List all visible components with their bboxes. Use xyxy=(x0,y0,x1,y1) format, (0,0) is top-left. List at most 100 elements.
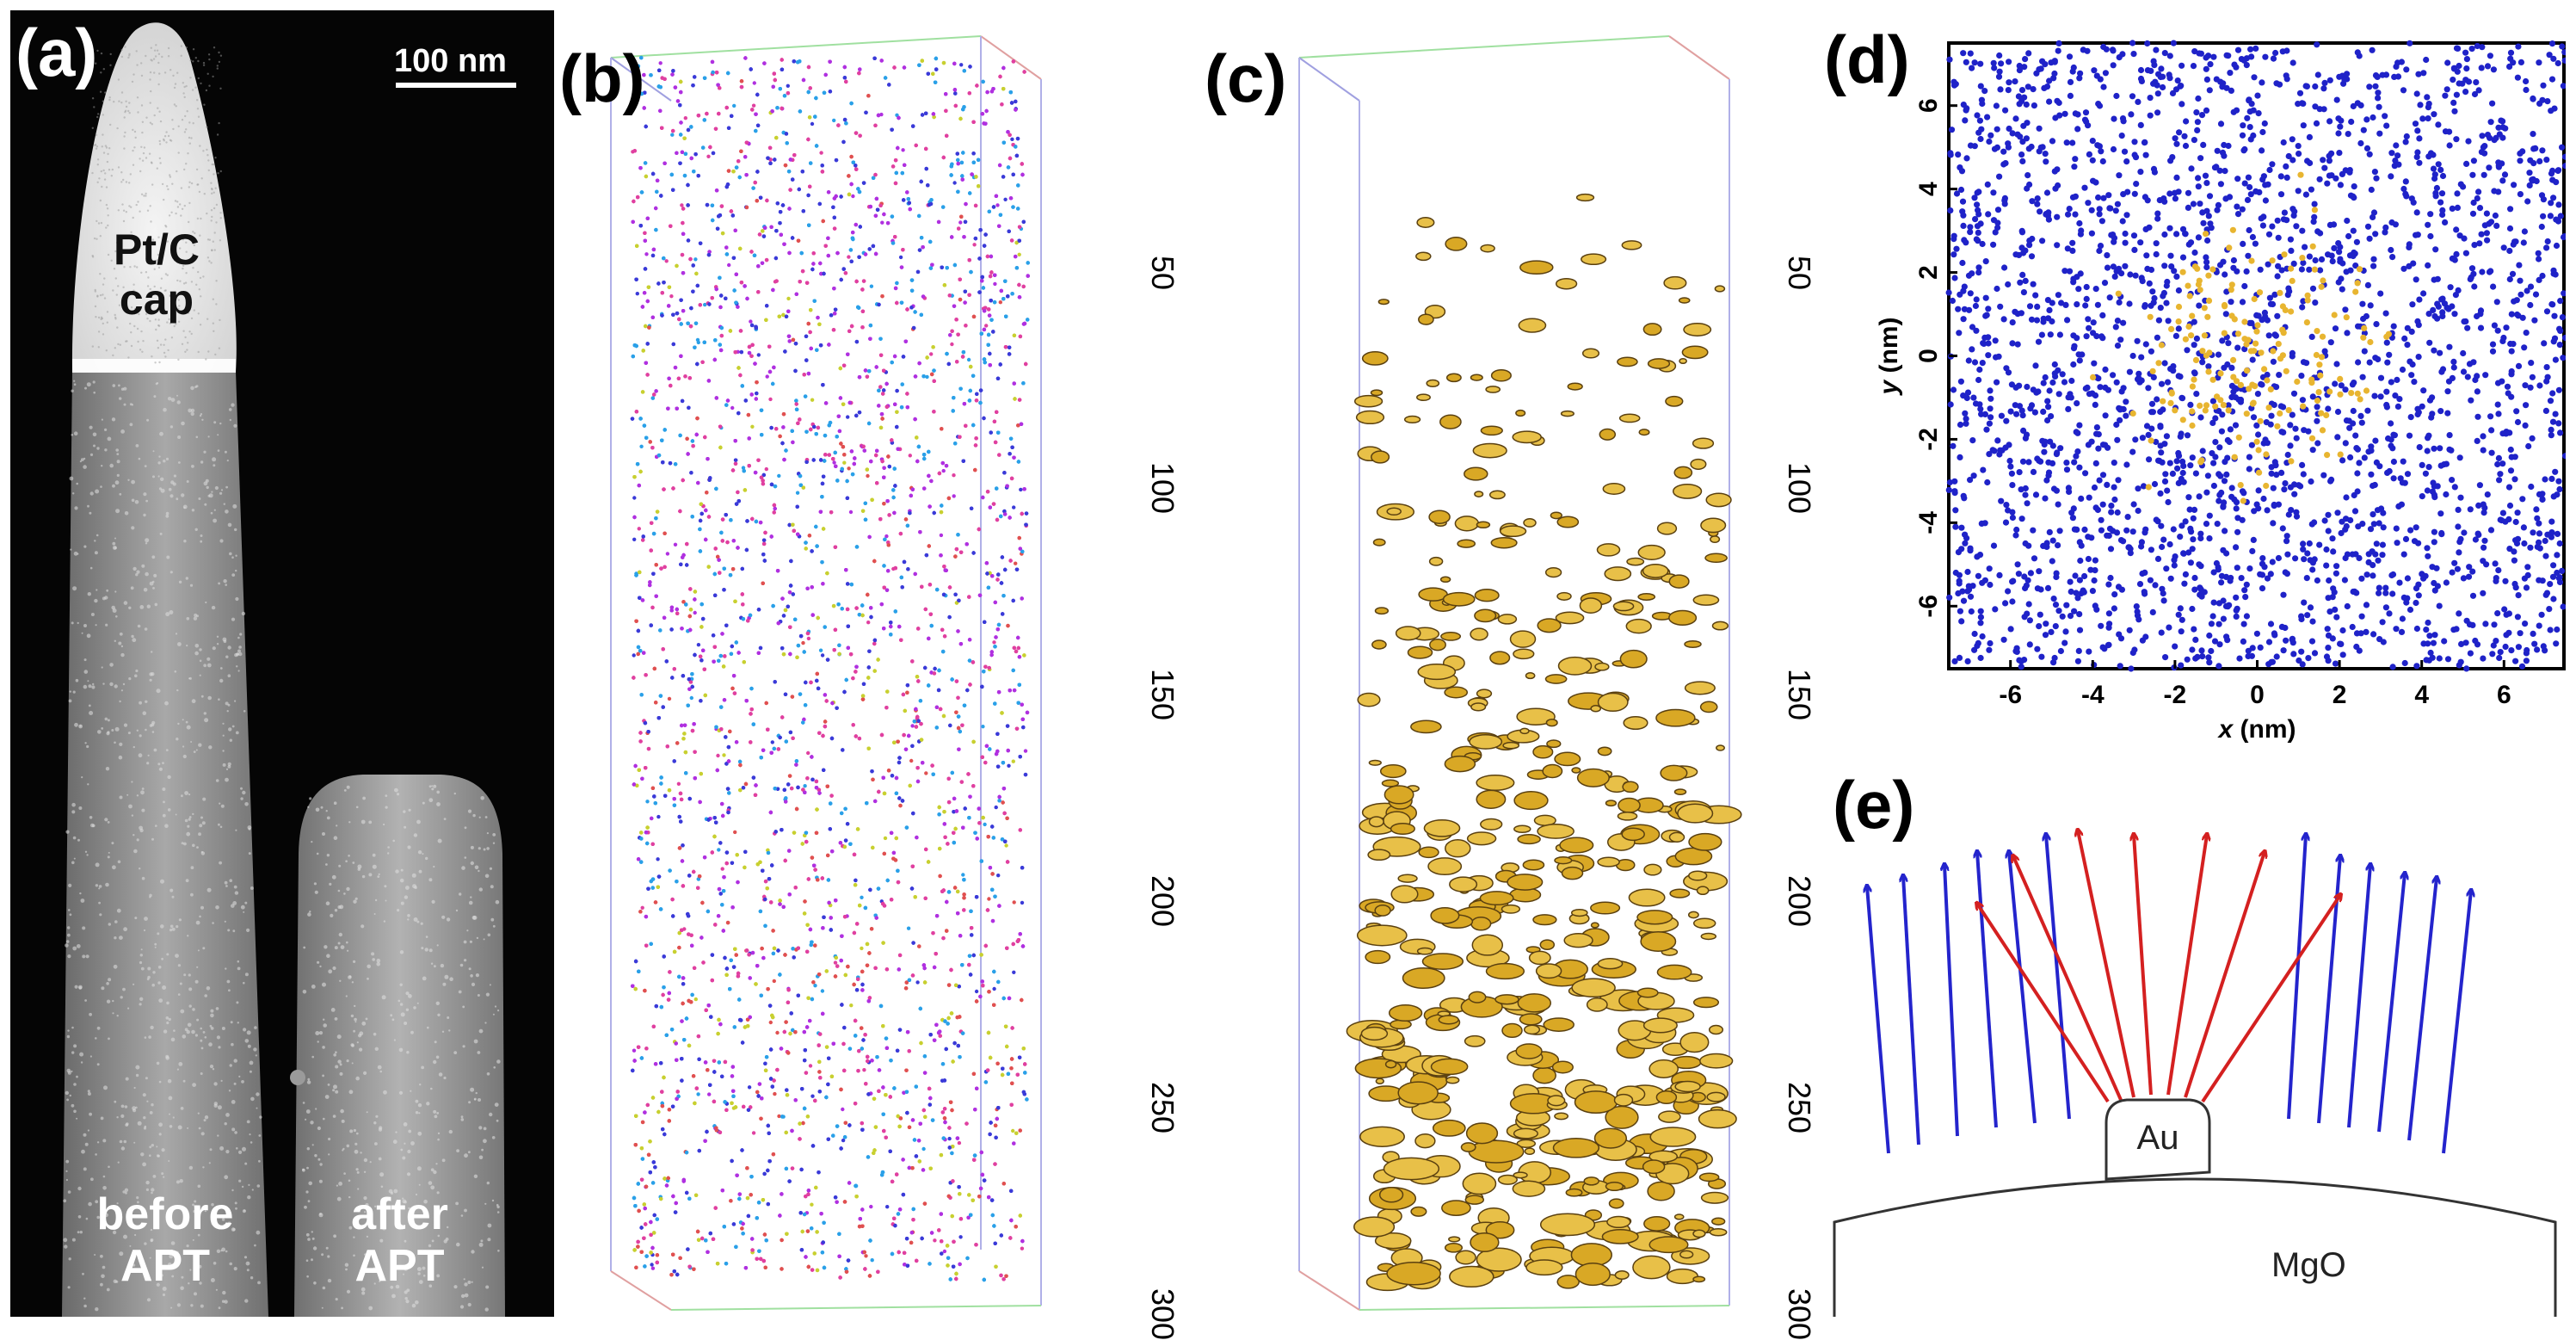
atom xyxy=(632,1048,637,1053)
atom xyxy=(880,220,884,225)
atom xyxy=(961,873,965,877)
atom xyxy=(841,1138,846,1143)
atom xyxy=(910,724,915,728)
atom xyxy=(1014,561,1018,565)
atom xyxy=(941,468,946,473)
atom xyxy=(1010,137,1014,141)
atom xyxy=(751,1131,756,1135)
cap-label-line2: cap xyxy=(119,275,194,324)
atom xyxy=(983,822,987,827)
atom xyxy=(842,460,847,465)
tip-after-apt xyxy=(294,775,505,1317)
atom xyxy=(1020,1246,1025,1250)
atom xyxy=(818,648,823,652)
atom xyxy=(921,1146,926,1152)
atom xyxy=(768,397,773,402)
atom xyxy=(908,454,912,458)
atom xyxy=(801,640,805,645)
atom xyxy=(848,509,854,515)
atom xyxy=(929,352,934,356)
atom xyxy=(995,203,1000,207)
atom xyxy=(764,466,768,472)
atom xyxy=(933,1238,937,1243)
atom xyxy=(866,621,871,625)
atom xyxy=(847,466,851,471)
atom xyxy=(833,960,838,965)
atom xyxy=(637,527,641,531)
atom xyxy=(957,1140,962,1145)
atom xyxy=(732,103,736,108)
atom xyxy=(901,148,905,152)
atom xyxy=(747,1085,752,1090)
atom-map-3d xyxy=(610,35,1042,1311)
atom xyxy=(635,292,639,296)
atom xyxy=(906,926,911,930)
scale-bar xyxy=(396,83,516,88)
atom xyxy=(1012,970,1016,975)
atom xyxy=(756,353,761,357)
atom xyxy=(786,83,790,89)
atom xyxy=(984,324,989,328)
after-apt-label: after APT xyxy=(294,1189,505,1293)
atom xyxy=(683,116,687,120)
atom xyxy=(795,491,800,495)
atom xyxy=(869,284,874,288)
after-apt-line1: after xyxy=(351,1189,448,1239)
sem-image xyxy=(62,22,516,1317)
atom xyxy=(703,302,707,307)
atom xyxy=(632,653,636,658)
atom xyxy=(972,243,977,247)
atom xyxy=(749,319,753,324)
atom xyxy=(777,1114,781,1119)
atom xyxy=(1023,749,1028,753)
atom xyxy=(810,121,815,127)
atom xyxy=(832,118,836,123)
atom xyxy=(813,984,817,988)
atom xyxy=(765,374,769,379)
atom xyxy=(727,262,731,268)
atom xyxy=(1020,900,1025,905)
atom xyxy=(741,466,746,470)
tip-before-apt xyxy=(62,350,268,1317)
before-apt-line1: before xyxy=(96,1189,234,1239)
atom xyxy=(730,405,735,411)
atom xyxy=(862,1068,866,1072)
atom xyxy=(958,220,963,225)
atom xyxy=(632,537,637,541)
atom xyxy=(841,1107,845,1112)
atom xyxy=(869,1204,873,1209)
atom xyxy=(1011,1128,1015,1133)
atom xyxy=(751,103,756,108)
atom xyxy=(770,740,774,744)
atom xyxy=(994,805,998,810)
atom xyxy=(849,1003,854,1008)
atom xyxy=(884,534,889,539)
atom xyxy=(924,771,928,775)
atom xyxy=(950,342,954,347)
atom xyxy=(847,255,851,259)
atom-cloud-b xyxy=(630,55,1030,1282)
atom xyxy=(750,424,755,429)
atom xyxy=(915,980,920,985)
atom xyxy=(632,496,637,500)
atom xyxy=(846,415,850,419)
atom xyxy=(777,473,781,479)
atom xyxy=(693,610,697,615)
atom xyxy=(639,444,644,448)
atom xyxy=(706,154,711,158)
atom xyxy=(645,800,650,804)
atom xyxy=(665,552,670,556)
atom xyxy=(1019,487,1023,492)
atom xyxy=(1007,763,1011,768)
atom xyxy=(952,473,956,478)
atom xyxy=(992,986,996,991)
atom xyxy=(939,533,944,538)
atom xyxy=(958,1235,963,1239)
panel-b: (b) 50 100 150 200 250 300 xyxy=(559,10,1205,1340)
atom xyxy=(860,895,864,900)
atom xyxy=(658,61,662,65)
panel-a-label: (a) xyxy=(15,15,98,90)
atom xyxy=(644,252,649,256)
atom xyxy=(1011,759,1015,763)
atom xyxy=(808,1064,813,1068)
